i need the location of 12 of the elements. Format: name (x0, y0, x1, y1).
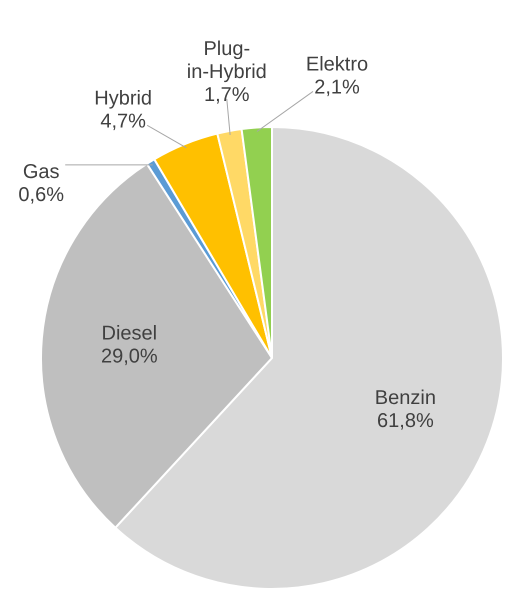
data-label: 29,0% (100, 346, 158, 368)
slice-label: Plug-in-Hybrid (186, 38, 267, 84)
slice-label: Elektro (306, 53, 368, 76)
data-label: 0,6% (18, 184, 64, 206)
slice-label: Benzin (374, 387, 436, 410)
slice-label: Diesel (102, 322, 158, 345)
data-label: 2,1% (314, 76, 360, 98)
data-label: 61,8% (377, 410, 434, 432)
slice-label: Hybrid (94, 87, 152, 110)
data-label: 1,7% (204, 84, 250, 106)
slice-label: Gas (22, 161, 60, 184)
data-label: 4,7% (100, 110, 146, 132)
